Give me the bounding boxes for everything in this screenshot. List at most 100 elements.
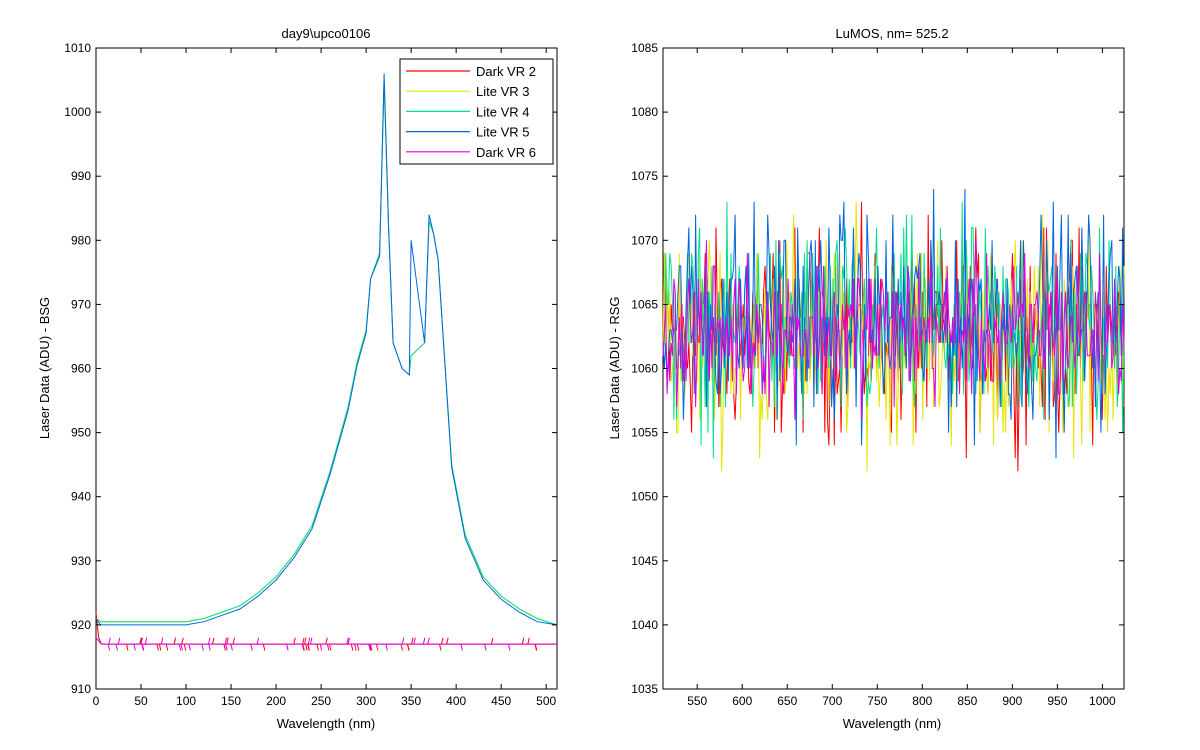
x-tick-label: 450: [491, 694, 511, 708]
x-tick-label: 0: [93, 694, 100, 708]
x-tick-label: 700: [822, 694, 842, 708]
series-spike: [173, 637, 177, 645]
y-tick-label: 1065: [631, 297, 658, 311]
series-spike: [117, 637, 121, 645]
series-spike: [208, 644, 211, 651]
legend: Dark VR 2 Lite VR 3 Lite VR 4 Lite VR 5 Dark…: [399, 58, 554, 165]
y-tick-label: 1085: [631, 41, 658, 55]
series-spike: [346, 637, 349, 645]
series-spike: [350, 644, 354, 651]
y-tick-label: 1035: [631, 682, 658, 696]
series-spike: [302, 637, 305, 645]
series-spike: [230, 644, 233, 651]
series-spike: [133, 644, 136, 651]
series-spike: [305, 644, 308, 651]
y-tick-label: 910: [71, 682, 91, 696]
series-spike: [108, 637, 111, 645]
x-tick-label: 300: [356, 694, 376, 708]
series-spike: [401, 637, 405, 645]
x-tick-label: 950: [1047, 694, 1067, 708]
legend-label: Lite VR 4: [476, 104, 529, 119]
series-spike: [250, 644, 253, 651]
series-spike: [316, 644, 319, 651]
series-spike: [406, 644, 410, 651]
series-spike: [369, 644, 373, 651]
series-spike: [422, 637, 426, 645]
series-spike: [368, 644, 371, 651]
series-spike: [460, 644, 463, 651]
x-tick-label: 250: [311, 694, 331, 708]
series-spike: [356, 644, 360, 651]
series-spike: [262, 644, 266, 651]
y-tick-label: 1040: [631, 618, 658, 632]
y-tick-label: 1075: [631, 169, 658, 183]
series-spike: [411, 637, 414, 645]
y-tick-label: 930: [71, 554, 91, 568]
series-spike: [328, 644, 332, 651]
x-tick-label: 150: [221, 694, 241, 708]
y-tick-label: 950: [71, 426, 91, 440]
series-spike: [427, 637, 430, 645]
series-spike: [521, 637, 525, 645]
y-tick-label: 1080: [631, 105, 658, 119]
series-spike: [256, 637, 260, 645]
right-chart: LuMOS, nm= 525.2 550 600 650 700 750 800 850 90…: [607, 26, 1125, 731]
y-tick-label: 990: [71, 169, 91, 183]
y-tick-label: 1050: [631, 490, 658, 504]
left-x-axis-label: Wavelength (nm): [277, 716, 376, 731]
series-spike: [439, 644, 442, 651]
series-line-3: [95, 73, 558, 626]
series-spike: [156, 644, 159, 651]
legend-label: Dark VR 2: [476, 64, 536, 79]
series-spike: [207, 637, 211, 645]
y-tick-label: 980: [71, 233, 91, 247]
x-tick-label: 750: [867, 694, 887, 708]
series-spike: [385, 644, 388, 651]
x-tick-label: 100: [176, 694, 196, 708]
series-spike: [141, 644, 145, 651]
y-tick-label: 1070: [631, 233, 658, 247]
series-spike: [326, 644, 330, 651]
series-spike: [309, 637, 313, 645]
series-spike: [440, 637, 444, 645]
x-tick-label: 550: [687, 694, 707, 708]
series-spike: [211, 637, 215, 645]
legend-label: Lite VR 5: [476, 125, 529, 140]
x-tick-label: 200: [266, 694, 286, 708]
series-spike: [307, 637, 311, 645]
series-spike: [139, 637, 142, 645]
series-spike: [527, 637, 530, 645]
series-spike: [301, 644, 305, 651]
x-tick-label: 50: [134, 694, 148, 708]
series-spike: [319, 644, 323, 651]
series-spike: [178, 644, 182, 651]
series-spike: [304, 637, 307, 645]
y-tick-label: 1055: [631, 426, 658, 440]
series-spike: [225, 644, 228, 651]
x-tick-label: 900: [1002, 694, 1022, 708]
legend-label: Dark VR 6: [476, 145, 536, 160]
series-spike: [484, 644, 487, 651]
series-spike: [232, 637, 236, 645]
series-line-4: [95, 637, 557, 645]
x-tick-label: 400: [446, 694, 466, 708]
left-chart-title: day9\upco0106: [282, 26, 371, 41]
series-spike: [201, 644, 204, 651]
noise-series-4: [662, 240, 1125, 420]
series-spike: [223, 644, 226, 651]
series-spike: [508, 644, 511, 651]
noise-series-3: [662, 188, 1125, 459]
series-spike: [446, 637, 449, 645]
series-spike: [224, 637, 228, 645]
series-spike: [400, 644, 403, 651]
series-spike: [307, 644, 310, 651]
x-tick-label: 500: [536, 694, 556, 708]
series-spike: [302, 644, 305, 651]
series-spike: [347, 637, 351, 645]
y-tick-label: 1000: [64, 105, 91, 119]
left-y-axis-label: Laser Data (ADU) - BSG: [37, 297, 52, 439]
x-tick-label: 1000: [1089, 694, 1116, 708]
y-tick-label: 1045: [631, 554, 658, 568]
series-spike: [183, 644, 187, 651]
